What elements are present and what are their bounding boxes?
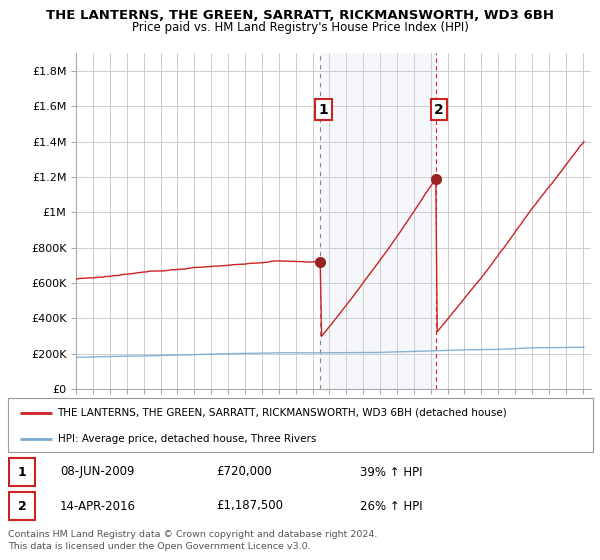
- Text: 39% ↑ HPI: 39% ↑ HPI: [360, 465, 422, 478]
- Text: THE LANTERNS, THE GREEN, SARRATT, RICKMANSWORTH, WD3 6BH: THE LANTERNS, THE GREEN, SARRATT, RICKMA…: [46, 9, 554, 22]
- Text: £1,187,500: £1,187,500: [216, 500, 283, 512]
- FancyBboxPatch shape: [9, 492, 35, 520]
- Text: 14-APR-2016: 14-APR-2016: [60, 500, 136, 512]
- Text: 08-JUN-2009: 08-JUN-2009: [60, 465, 134, 478]
- Bar: [320, 53, 436, 389]
- Text: 2: 2: [434, 103, 444, 117]
- Text: 1: 1: [319, 103, 328, 117]
- Text: Price paid vs. HM Land Registry's House Price Index (HPI): Price paid vs. HM Land Registry's House …: [131, 21, 469, 34]
- FancyBboxPatch shape: [8, 398, 593, 452]
- Text: Contains HM Land Registry data © Crown copyright and database right 2024.: Contains HM Land Registry data © Crown c…: [8, 530, 377, 539]
- Text: THE LANTERNS, THE GREEN, SARRATT, RICKMANSWORTH, WD3 6BH (detached house): THE LANTERNS, THE GREEN, SARRATT, RICKMA…: [58, 408, 507, 418]
- Text: HPI: Average price, detached house, Three Rivers: HPI: Average price, detached house, Thre…: [58, 434, 316, 444]
- Text: 2: 2: [18, 500, 26, 512]
- Text: This data is licensed under the Open Government Licence v3.0.: This data is licensed under the Open Gov…: [8, 542, 310, 550]
- FancyBboxPatch shape: [9, 458, 35, 486]
- Text: £720,000: £720,000: [216, 465, 272, 478]
- Text: 1: 1: [18, 465, 26, 478]
- Text: 26% ↑ HPI: 26% ↑ HPI: [360, 500, 422, 512]
